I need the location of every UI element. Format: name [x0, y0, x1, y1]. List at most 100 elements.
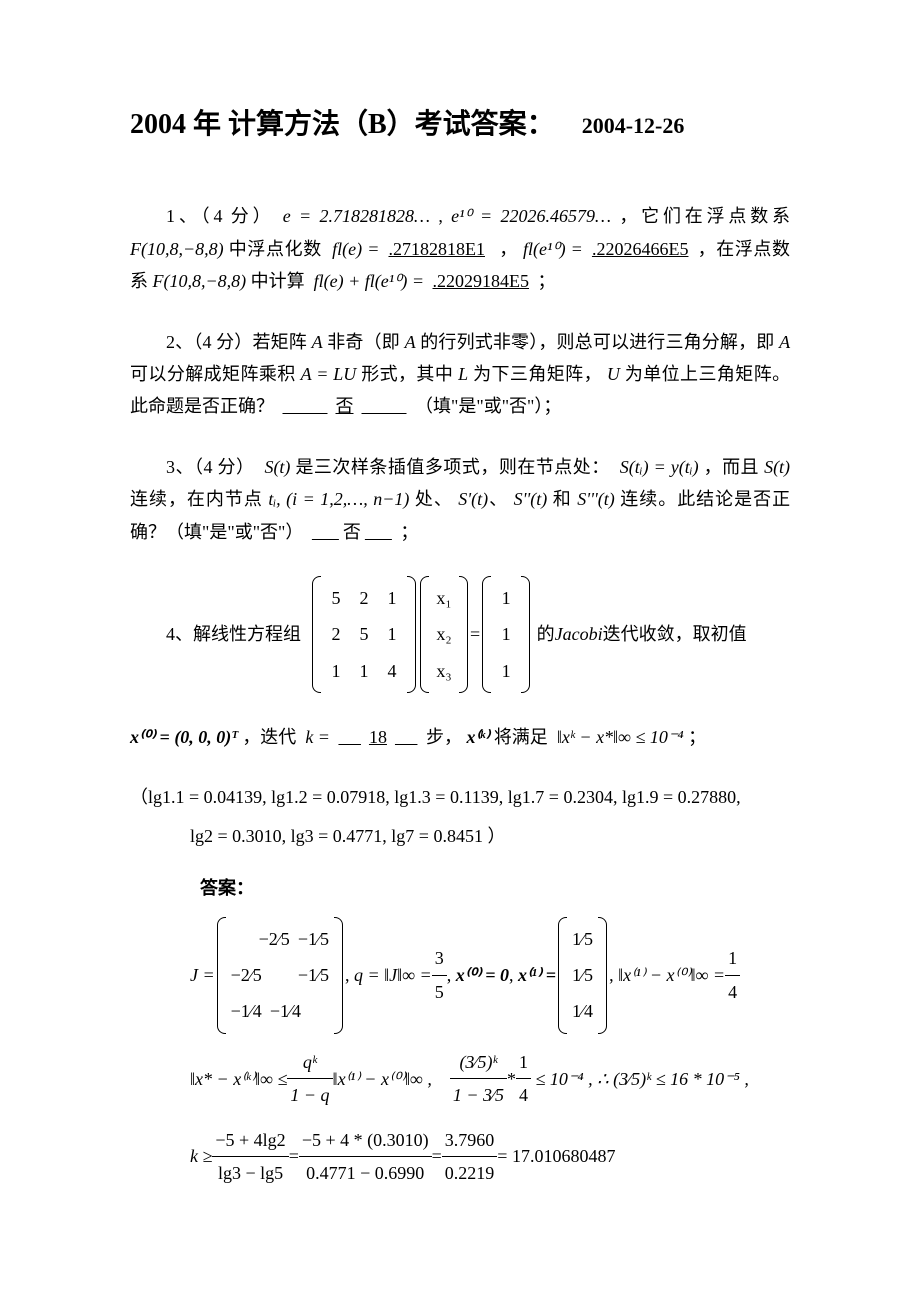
ans-q-label: q = ‖J‖∞ =: [354, 959, 432, 991]
q2-label: 2、（4 分）若矩阵: [166, 332, 307, 352]
ans-l3-f1-num: −5 + 4lg2: [212, 1124, 288, 1157]
ans-l3-lhs: k ≥: [190, 1140, 212, 1172]
ans-l3-f2: −5 + 4 * (0.3010) 0.4771 − 0.6990: [299, 1124, 432, 1190]
q3-nodes: tᵢ, (i = 1,2,…, n−1): [268, 489, 409, 509]
q3-Sppp: S'''(t): [577, 489, 615, 509]
q2-blank-before: [279, 396, 332, 416]
ans-l2-f2-den: 4: [516, 1079, 531, 1111]
q3-text5: 和: [553, 489, 572, 509]
q1-sum-label: fl(e) + fl(e¹⁰) =: [314, 271, 424, 291]
q2-A3: A: [779, 332, 790, 352]
ans-l3-eq1: =: [289, 1140, 299, 1172]
q1-text5: ；: [538, 271, 556, 291]
q4-log-hints-1: （lg1.1 = 0.04139, lg1.2 = 0.07918, lg1.3…: [130, 781, 790, 813]
page-title: 2004 年 计算方法（B）考试答案： 2004-12-26: [130, 100, 790, 150]
q1-e-value: e = 2.718281828…: [283, 206, 430, 226]
answer-line-3: k ≥ −5 + 4lg2 lg3 − lg5 = −5 + 4 * (0.30…: [190, 1124, 790, 1190]
q1-text1: ，它们在浮点数系: [619, 206, 790, 226]
q4-jacobi: Jacobi: [555, 618, 603, 650]
q2-A2: A: [405, 332, 416, 352]
q1-float-system: F(10,8,−8,8): [130, 239, 224, 259]
ans-q-frac: 3 5: [432, 942, 447, 1008]
ans-l3-result: = 17.010680487: [497, 1140, 615, 1172]
title-date: 2004-12-26: [582, 113, 685, 138]
ans-l3-f1: −5 + 4lg2 lg3 − lg5: [212, 1124, 288, 1190]
ans-l2-f3: (3⁄5)ᵏ 1 − 3⁄5: [450, 1046, 507, 1112]
ans-l2-p1: ‖x* − x⁽ᵏ⁾‖∞ ≤: [190, 1063, 287, 1095]
q4-matrix-A: 521251114: [312, 576, 416, 693]
q1-float-system-2: F(10,8,−8,8): [153, 271, 247, 291]
ans-l3-f3-num: 3.7960: [442, 1124, 498, 1157]
q1-text4: 中计算: [251, 271, 305, 291]
q4-log-hints-2: lg2 = 0.3010, lg3 = 0.4771, lg7 = 0.8451…: [190, 820, 790, 852]
q2-U: U: [607, 364, 620, 384]
q3-text7: ；: [400, 522, 418, 542]
ans-l2-f1-den: 1 − q: [287, 1079, 332, 1111]
ans-l2-f2: 1 4: [516, 1046, 531, 1112]
question-4-line2: x⁽⁰⁾ = (0, 0, 0)ᵀ ，迭代 k = 18 步， x⁽ᵏ⁾ 将满足…: [130, 721, 790, 753]
q1-fl-e10-value: .22026466E5: [588, 239, 693, 259]
q4-text4: 步，: [426, 727, 462, 747]
ans-x0: x⁽⁰⁾ = 0: [456, 959, 509, 991]
ans-l2-p3-den: 1 − 3⁄5: [450, 1079, 507, 1111]
title-main: 2004 年 计算方法（B）考试答案：: [130, 109, 555, 140]
ans-x1-label: x⁽¹⁾ =: [518, 959, 556, 991]
q4-k-blank-r: [391, 727, 422, 747]
question-2: 2、（4 分）若矩阵 A 非奇（即 A 的行列式非零），则总可以进行三角分解，即…: [130, 326, 790, 423]
ans-l2-p5: ≤ 10⁻⁴ , ∴ (3⁄5)ᵏ ≤ 16 * 10⁻⁵ ,: [536, 1063, 749, 1095]
ans-l3-f2-num: −5 + 4 * (0.3010): [299, 1124, 432, 1157]
q4-text3: ，迭代: [242, 727, 296, 747]
q4-xk: x⁽ᵏ⁾: [466, 727, 489, 747]
q2-L: L: [458, 364, 468, 384]
q4-label: 4、解线性方程组: [166, 618, 301, 650]
q1-label: 1、（4 分）: [166, 206, 274, 226]
ans-l3-f3-den: 0.2219: [442, 1157, 498, 1189]
ans-nd-den: 4: [725, 976, 740, 1008]
question-4: 4、解线性方程组 521251114 x₁x₂x₃ = 111 的 Jacobi…: [166, 576, 790, 693]
ans-l2-p2: ‖x⁽¹⁾ − x⁽⁰⁾‖∞ ,: [333, 1063, 432, 1095]
q4-norm-cond: ‖xᵏ − x*‖∞ ≤ 10⁻⁴: [557, 727, 684, 747]
q3-text1: 是三次样条插值多项式，则在节点处：: [295, 457, 609, 477]
document-page: 2004 年 计算方法（B）考试答案： 2004-12-26 1、（4 分） e…: [0, 0, 920, 1261]
ans-q-num: 3: [432, 942, 447, 975]
q2-blank-after: [358, 396, 411, 416]
q1-fl-e-value: .27182818E1: [384, 239, 489, 259]
ans-l3-f3: 3.7960 0.2219: [442, 1124, 498, 1190]
q1-sum-value: .22029184E5: [429, 271, 534, 291]
q1-fl-e-label: fl(e) =: [332, 239, 379, 259]
ans-l3-f2-den: 0.4771 − 0.6990: [299, 1157, 432, 1189]
ans-l2-p4: *: [507, 1063, 516, 1095]
ans-l2-f1: qᵏ 1 − q: [287, 1046, 332, 1112]
q3-answer: 否: [343, 522, 361, 542]
q4-k-label: k =: [305, 727, 330, 747]
ans-l2-f1-num: qᵏ: [287, 1046, 332, 1079]
q3-blank-l: [308, 522, 343, 542]
ans-norm-diff-frac: 1 4: [725, 942, 740, 1008]
ans-q-den: 5: [432, 976, 447, 1008]
answer-line-1: J = −2⁄5−1⁄5−2⁄5−1⁄5−1⁄4−1⁄4 , q = ‖J‖∞ …: [190, 917, 790, 1034]
q3-blank-r: [361, 522, 396, 542]
q4-matrix-x: x₁x₂x₃: [420, 576, 468, 693]
q4-x0: x⁽⁰⁾ = (0, 0, 0)ᵀ: [130, 727, 238, 747]
ans-l2-p3-num: (3⁄5)ᵏ: [450, 1046, 507, 1079]
q3-cond1: S(tᵢ) = y(tᵢ): [620, 457, 699, 477]
q2-ALU: A = LU: [301, 364, 357, 384]
q1-e10-value: e¹⁰ = 22026.46579…: [451, 206, 611, 226]
q4-k-blank-l: [334, 727, 365, 747]
ans-nd-num: 1: [725, 942, 740, 975]
q3-text4: 处、: [415, 489, 453, 509]
answer-label: 答案：: [200, 872, 790, 904]
ans-J-eq: J =: [190, 959, 215, 991]
ans-l2-f2-num: 1: [516, 1046, 531, 1079]
q2-text5: 为下三角矩阵，: [473, 364, 602, 384]
q2-text3: 可以分解成矩阵乘积: [130, 364, 296, 384]
ans-norm-diff-label: ‖x⁽¹⁾ − x⁽⁰⁾‖∞ =: [618, 959, 725, 991]
q1-fl-e10-label: fl(e¹⁰) =: [523, 239, 583, 259]
q2-text2: 的行列式非零），则总可以进行三角分解，即: [420, 332, 774, 352]
q3-label: 3、（4 分）: [166, 457, 254, 477]
q3-text3: 连续，在内节点: [130, 489, 263, 509]
q4-text5: 将满足: [494, 727, 548, 747]
question-1: 1、（4 分） e = 2.718281828… , e¹⁰ = 22026.4…: [130, 200, 790, 297]
q3-Spp: S''(t): [514, 489, 548, 509]
q3-St2: S(t): [764, 457, 790, 477]
